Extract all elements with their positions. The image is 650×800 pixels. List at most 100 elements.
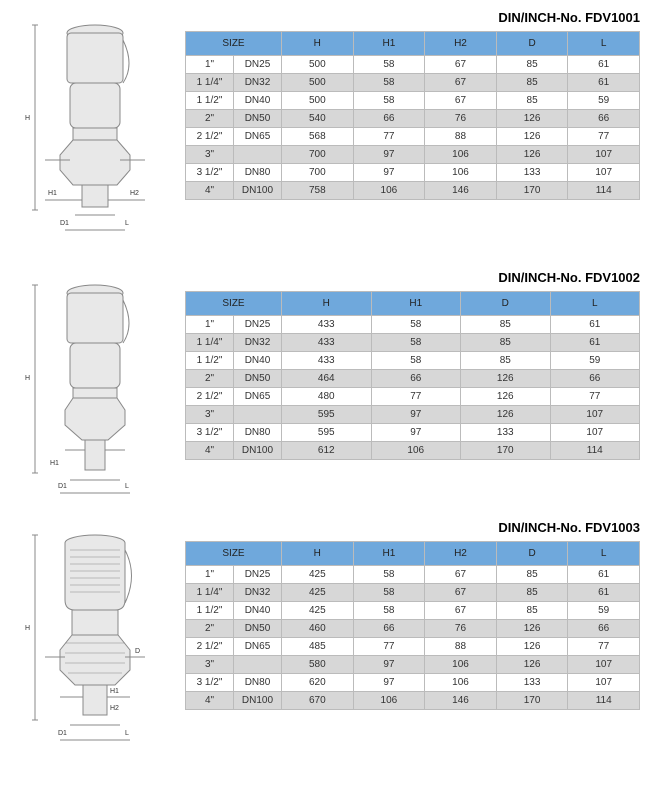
table-row: 1"DN2550058678561	[186, 56, 640, 74]
table-cell: DN65	[234, 388, 282, 406]
table-cell: 67	[425, 56, 497, 74]
diagram-cell: H H1 H2 D1 L D	[10, 520, 185, 765]
table-cell: DN65	[234, 128, 282, 146]
table-cell: 485	[282, 638, 354, 656]
svg-text:H: H	[25, 375, 30, 382]
table-cell: DN25	[234, 56, 282, 74]
table-cell: 3 1/2"	[186, 674, 234, 692]
table-cell: 3 1/2"	[186, 164, 234, 182]
table-wrap: DIN/INCH-No. FDV1002SIZEHH1DL1"DN2543358…	[185, 270, 640, 460]
table-cell: 3"	[186, 406, 234, 424]
table-cell: 126	[461, 406, 551, 424]
valve-diagram-2: H H1 D1 L	[10, 275, 180, 500]
table-cell: 500	[282, 92, 354, 110]
table-cell: 58	[371, 316, 461, 334]
table-cell: 107	[568, 146, 640, 164]
table-cell: DN80	[234, 424, 282, 442]
svg-text:H: H	[25, 625, 30, 632]
diagram-cell: H H1 D1 L	[10, 270, 185, 505]
table-cell: 1 1/2"	[186, 602, 234, 620]
table-cell: 77	[550, 388, 640, 406]
table-cell: 500	[282, 56, 354, 74]
col-size: SIZE	[186, 292, 282, 316]
table-cell: 77	[568, 128, 640, 146]
table-cell: 3 1/2"	[186, 424, 234, 442]
table-cell: 66	[371, 370, 461, 388]
col-header: H	[282, 542, 354, 566]
table-cell: 85	[496, 584, 568, 602]
table-cell: DN40	[234, 92, 282, 110]
table-cell: 580	[282, 656, 354, 674]
table-cell: 114	[550, 442, 640, 460]
svg-text:D1: D1	[58, 483, 67, 490]
table-cell: 107	[568, 674, 640, 692]
svg-text:H2: H2	[130, 190, 139, 197]
table-cell: 540	[282, 110, 354, 128]
table-cell: 77	[371, 388, 461, 406]
section-title: DIN/INCH-No. FDV1002	[185, 270, 640, 285]
table-cell: 67	[425, 584, 497, 602]
table-cell: DN32	[234, 74, 282, 92]
svg-text:L: L	[125, 730, 129, 737]
table-cell: 58	[353, 92, 425, 110]
table-row: 3"70097106126107	[186, 146, 640, 164]
table-cell: 61	[568, 56, 640, 74]
svg-text:H1: H1	[48, 190, 57, 197]
table-cell: 106	[425, 674, 497, 692]
table-row: 4"DN100670106146170114	[186, 692, 640, 710]
table-cell: DN32	[234, 584, 282, 602]
table-cell: DN100	[234, 182, 282, 200]
table-cell: 1 1/4"	[186, 584, 234, 602]
table-cell: 88	[425, 128, 497, 146]
table-cell: DN25	[234, 316, 282, 334]
table-cell: 425	[282, 584, 354, 602]
table-cell: 58	[353, 566, 425, 584]
table-cell: 2 1/2"	[186, 388, 234, 406]
table-cell: 58	[371, 352, 461, 370]
table-row: 1 1/2"DN4050058678559	[186, 92, 640, 110]
table-cell: 170	[496, 692, 568, 710]
table-cell: 85	[496, 566, 568, 584]
table-cell: 433	[282, 352, 372, 370]
table-cell: DN65	[234, 638, 282, 656]
table-cell: DN50	[234, 110, 282, 128]
spec-table: SIZEHH1H2DL1"DN25425586785611 1/4"DN3242…	[185, 541, 640, 710]
table-cell: 97	[353, 164, 425, 182]
table-row: 3 1/2"DN8059597133107	[186, 424, 640, 442]
table-cell: 133	[461, 424, 551, 442]
table-cell: 85	[496, 92, 568, 110]
table-cell: 77	[353, 128, 425, 146]
table-cell: 4"	[186, 692, 234, 710]
table-cell: 67	[425, 92, 497, 110]
table-cell: DN80	[234, 164, 282, 182]
table-cell: 670	[282, 692, 354, 710]
table-cell: 464	[282, 370, 372, 388]
svg-text:H1: H1	[110, 688, 119, 695]
table-cell: 85	[461, 316, 551, 334]
table-cell: 1 1/2"	[186, 352, 234, 370]
table-cell: 425	[282, 602, 354, 620]
table-cell: 612	[282, 442, 372, 460]
table-cell: 106	[353, 182, 425, 200]
svg-text:H1: H1	[50, 460, 59, 467]
table-cell: 2 1/2"	[186, 128, 234, 146]
table-cell: 1"	[186, 566, 234, 584]
table-row: 2"DN50460667612666	[186, 620, 640, 638]
table-cell: 4"	[186, 442, 234, 460]
table-cell: 170	[461, 442, 551, 460]
table-row: 1 1/4"DN3250058678561	[186, 74, 640, 92]
table-row: 1 1/4"DN32433588561	[186, 334, 640, 352]
table-row: 2 1/2"DN65485778812677	[186, 638, 640, 656]
table-cell	[234, 406, 282, 424]
svg-text:H2: H2	[110, 705, 119, 712]
table-cell: 66	[353, 620, 425, 638]
table-cell: 85	[496, 602, 568, 620]
table-cell: 1 1/2"	[186, 92, 234, 110]
table-cell: 2 1/2"	[186, 638, 234, 656]
table-cell: 61	[568, 566, 640, 584]
table-cell: 106	[371, 442, 461, 460]
table-cell: 106	[425, 146, 497, 164]
table-cell: 146	[425, 692, 497, 710]
table-row: 3"58097106126107	[186, 656, 640, 674]
table-cell: DN40	[234, 352, 282, 370]
